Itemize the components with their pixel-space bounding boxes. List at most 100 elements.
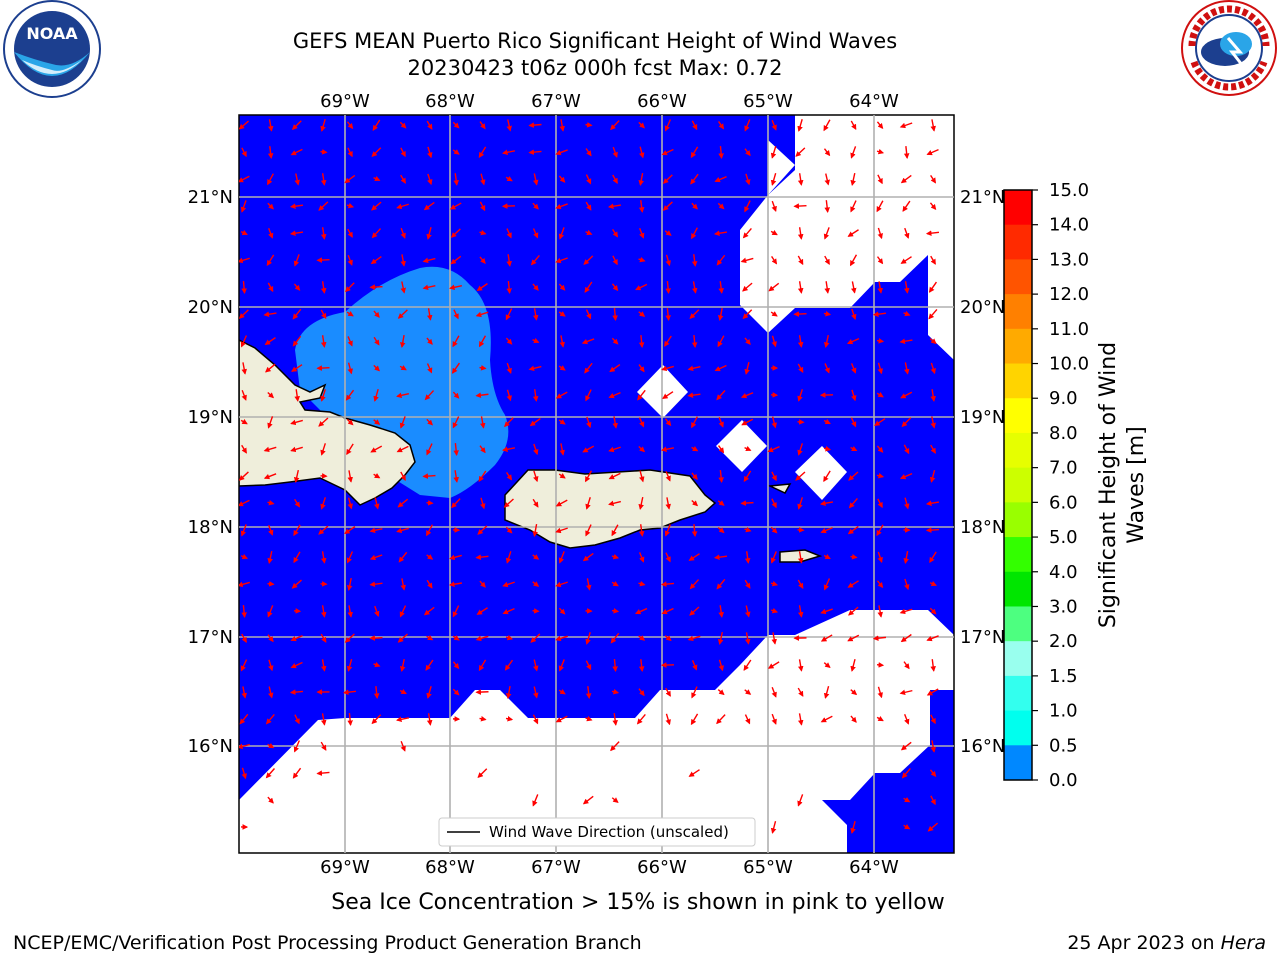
wave-direction-arrow bbox=[318, 201, 329, 211]
wave-direction-arrow bbox=[876, 580, 884, 589]
wave-direction-arrow bbox=[903, 550, 909, 564]
wave-direction-arrow bbox=[638, 335, 645, 348]
wave-direction-arrow bbox=[476, 607, 488, 615]
wave-direction-arrow bbox=[611, 524, 619, 537]
wave-direction-arrow bbox=[240, 418, 248, 425]
wave-direction-arrow bbox=[292, 335, 302, 347]
wave-direction-arrow bbox=[771, 416, 777, 429]
wave-direction-arrow bbox=[612, 308, 618, 322]
footer-host: Hera bbox=[1220, 932, 1266, 954]
wave-direction-arrow bbox=[318, 525, 329, 535]
wave-direction-arrow bbox=[559, 335, 565, 348]
wave-direction-arrow bbox=[370, 445, 383, 453]
wave-direction-arrow bbox=[612, 713, 618, 726]
wave-direction-arrow bbox=[797, 605, 804, 618]
wave-direction-arrow bbox=[691, 335, 698, 349]
wave-direction-arrow bbox=[767, 445, 780, 453]
wave-direction-arrow bbox=[320, 497, 327, 510]
wave-direction-arrow bbox=[850, 689, 858, 696]
wave-direction-arrow bbox=[289, 230, 304, 236]
wave-direction-arrow bbox=[452, 605, 460, 618]
wave-direction-arrow bbox=[502, 149, 516, 156]
wave-direction-arrow bbox=[585, 497, 591, 510]
wave-direction-arrow bbox=[452, 391, 460, 399]
wave-direction-arrow bbox=[320, 659, 327, 672]
wave-direction-arrow bbox=[241, 389, 247, 401]
wave-direction-arrow bbox=[610, 741, 620, 752]
wave-direction-arrow bbox=[371, 228, 382, 239]
wave-direction-arrow bbox=[713, 230, 728, 237]
wave-direction-arrow bbox=[847, 580, 859, 588]
wave-direction-arrow bbox=[904, 714, 910, 725]
wave-direction-arrow bbox=[373, 336, 380, 346]
wave-direction-arrow bbox=[320, 741, 327, 751]
wave-direction-arrow bbox=[584, 470, 593, 483]
wave-direction-arrow bbox=[824, 255, 830, 265]
wave-direction-arrow bbox=[528, 365, 542, 372]
wave-direction-arrow bbox=[900, 633, 912, 643]
wave-direction-arrow bbox=[904, 227, 910, 239]
wave-direction-arrow bbox=[770, 551, 777, 564]
wave-direction-arrow bbox=[661, 148, 674, 156]
wave-direction-arrow bbox=[448, 581, 463, 588]
colorbar-tick-label: 11.0 bbox=[1049, 319, 1089, 340]
colorbar-tick-label: 2.0 bbox=[1049, 631, 1078, 652]
wave-direction-arrow bbox=[688, 553, 700, 561]
wave-direction-arrow bbox=[582, 445, 595, 453]
wave-direction-arrow bbox=[903, 797, 911, 803]
wave-direction-arrow bbox=[793, 203, 807, 209]
wave-direction-arrow bbox=[558, 283, 566, 291]
wave-direction-arrow bbox=[797, 335, 804, 348]
wave-direction-arrow bbox=[369, 581, 383, 587]
wave-direction-arrow bbox=[398, 551, 408, 563]
wave-direction-arrow bbox=[718, 659, 724, 672]
colorbar-segment bbox=[1004, 571, 1032, 607]
lat-label-right: 16°N bbox=[960, 736, 1005, 757]
wave-direction-arrow bbox=[585, 174, 592, 185]
lat-label-right: 19°N bbox=[960, 407, 1005, 428]
lon-label-bottom: 68°W bbox=[425, 857, 475, 878]
wave-direction-arrow bbox=[582, 552, 594, 562]
colorbar-tick-label: 12.0 bbox=[1049, 284, 1089, 305]
wave-direction-arrow bbox=[925, 230, 940, 236]
wave-direction-arrow bbox=[899, 338, 913, 345]
wave-direction-arrow bbox=[559, 119, 565, 132]
lon-label-bottom: 65°W bbox=[743, 857, 793, 878]
wave-direction-arrow bbox=[877, 362, 883, 375]
wave-direction-arrow bbox=[555, 257, 568, 264]
wave-direction-arrow bbox=[292, 308, 302, 320]
wave-direction-arrow bbox=[373, 419, 381, 425]
colorbar-segment bbox=[1004, 432, 1032, 469]
wave-direction-arrow bbox=[771, 200, 777, 212]
wave-direction-arrow bbox=[267, 416, 274, 429]
wave-direction-arrow bbox=[400, 471, 406, 482]
wave-direction-arrow bbox=[555, 527, 568, 534]
wave-direction-arrow bbox=[797, 687, 804, 697]
wave-direction-arrow bbox=[240, 659, 248, 672]
wave-direction-arrow bbox=[558, 227, 565, 240]
wave-direction-arrow bbox=[533, 659, 539, 672]
wave-direction-arrow bbox=[533, 686, 539, 699]
wave-direction-arrow bbox=[532, 283, 539, 291]
wave-direction-arrow bbox=[740, 257, 754, 264]
wave-direction-arrow bbox=[397, 498, 409, 508]
wave-direction-arrow bbox=[930, 714, 936, 725]
wave-direction-arrow bbox=[611, 581, 619, 587]
wave-direction-arrow bbox=[479, 256, 486, 264]
wave-direction-arrow bbox=[239, 713, 249, 725]
footer-right: 25 Apr 2023 on Hera bbox=[1067, 932, 1266, 954]
wave-direction-arrow bbox=[637, 389, 646, 401]
wave-direction-arrow bbox=[290, 634, 303, 642]
wave-direction-arrow bbox=[876, 524, 884, 537]
wave-direction-arrow bbox=[400, 578, 406, 591]
wave-direction-arrow bbox=[506, 389, 512, 402]
wave-direction-arrow bbox=[638, 659, 645, 672]
colorbar-segment bbox=[1004, 259, 1032, 295]
wave-direction-arrow bbox=[320, 173, 327, 186]
wave-direction-arrow bbox=[241, 444, 247, 454]
colorbar-segment bbox=[1004, 745, 1032, 781]
wave-direction-arrow bbox=[691, 227, 698, 240]
wave-direction-arrow bbox=[475, 554, 489, 560]
wave-direction-arrow bbox=[267, 173, 274, 186]
wave-direction-arrow bbox=[478, 335, 487, 348]
